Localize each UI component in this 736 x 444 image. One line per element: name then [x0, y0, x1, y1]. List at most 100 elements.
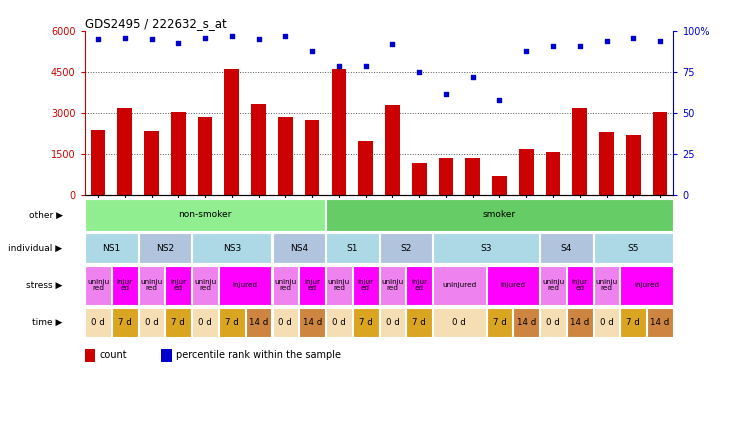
- Point: [547, 42, 559, 49]
- Point: [119, 34, 131, 41]
- Text: injured: injured: [634, 282, 659, 288]
- Point: [520, 47, 532, 54]
- Bar: [118, 108, 132, 195]
- Text: other ▶: other ▶: [29, 210, 63, 219]
- Bar: [326, 308, 352, 337]
- Bar: [412, 163, 427, 195]
- Bar: [385, 105, 400, 195]
- Point: [654, 37, 666, 44]
- Bar: [433, 308, 486, 337]
- Bar: [519, 149, 534, 195]
- Bar: [246, 308, 272, 337]
- Text: 14 d: 14 d: [302, 318, 322, 327]
- Point: [333, 62, 344, 69]
- Bar: [192, 266, 218, 305]
- Point: [627, 34, 639, 41]
- Bar: [358, 141, 373, 195]
- Text: injur
ed: injur ed: [304, 279, 320, 291]
- Bar: [406, 308, 432, 337]
- Text: 14 d: 14 d: [517, 318, 536, 327]
- Bar: [161, 349, 171, 361]
- Bar: [192, 308, 218, 337]
- Text: 0 d: 0 d: [198, 318, 212, 327]
- Bar: [91, 130, 105, 195]
- Bar: [300, 308, 325, 337]
- Bar: [219, 266, 272, 305]
- Bar: [540, 308, 566, 337]
- Bar: [599, 132, 614, 195]
- Point: [494, 96, 506, 103]
- Bar: [171, 112, 185, 195]
- Text: injur
ed: injur ed: [411, 279, 427, 291]
- Bar: [85, 234, 138, 263]
- Bar: [594, 266, 620, 305]
- Bar: [573, 108, 587, 195]
- Text: injured: injured: [233, 282, 258, 288]
- Point: [414, 69, 425, 76]
- Bar: [433, 234, 539, 263]
- Text: 7 d: 7 d: [171, 318, 185, 327]
- Point: [92, 36, 104, 43]
- Bar: [192, 234, 272, 263]
- Bar: [567, 308, 592, 337]
- Text: GDS2495 / 222632_s_at: GDS2495 / 222632_s_at: [85, 17, 227, 30]
- Bar: [166, 266, 191, 305]
- Text: injur
ed: injur ed: [358, 279, 374, 291]
- Text: time ▶: time ▶: [32, 318, 63, 327]
- Text: NS1: NS1: [102, 244, 121, 253]
- Bar: [300, 266, 325, 305]
- Point: [306, 47, 318, 54]
- Point: [199, 34, 211, 41]
- Bar: [540, 234, 592, 263]
- Text: uninju
red: uninju red: [194, 279, 216, 291]
- Text: 0 d: 0 d: [145, 318, 158, 327]
- Bar: [647, 308, 673, 337]
- Bar: [112, 266, 138, 305]
- Bar: [272, 308, 298, 337]
- Bar: [620, 308, 646, 337]
- Bar: [272, 234, 325, 263]
- Text: percentile rank within the sample: percentile rank within the sample: [176, 350, 341, 360]
- Text: 7 d: 7 d: [492, 318, 506, 327]
- Bar: [465, 159, 480, 195]
- Bar: [326, 234, 378, 263]
- Text: injur
ed: injur ed: [117, 279, 132, 291]
- Bar: [406, 266, 432, 305]
- Bar: [198, 117, 213, 195]
- Bar: [305, 120, 319, 195]
- Text: S2: S2: [400, 244, 411, 253]
- Text: 0 d: 0 d: [386, 318, 400, 327]
- Text: uninju
red: uninju red: [542, 279, 564, 291]
- Bar: [439, 159, 453, 195]
- Point: [386, 41, 398, 48]
- Bar: [278, 117, 293, 195]
- Bar: [353, 308, 378, 337]
- Bar: [224, 69, 239, 195]
- Bar: [594, 234, 673, 263]
- Text: 0 d: 0 d: [546, 318, 560, 327]
- Text: S4: S4: [561, 244, 572, 253]
- Text: uninju
red: uninju red: [381, 279, 403, 291]
- Bar: [353, 266, 378, 305]
- Bar: [326, 199, 673, 231]
- Bar: [166, 308, 191, 337]
- Text: 0 d: 0 d: [332, 318, 346, 327]
- Bar: [626, 135, 640, 195]
- Text: uninju
red: uninju red: [275, 279, 297, 291]
- Point: [252, 36, 264, 43]
- Bar: [85, 266, 111, 305]
- Bar: [326, 266, 352, 305]
- Point: [146, 36, 158, 43]
- Point: [574, 42, 586, 49]
- Text: individual ▶: individual ▶: [8, 244, 63, 253]
- Text: 14 d: 14 d: [651, 318, 670, 327]
- Bar: [272, 266, 298, 305]
- Point: [280, 32, 291, 40]
- Text: 7 d: 7 d: [412, 318, 426, 327]
- Bar: [540, 266, 566, 305]
- Text: NS4: NS4: [290, 244, 308, 253]
- Bar: [219, 308, 244, 337]
- Text: injur
ed: injur ed: [572, 279, 588, 291]
- Bar: [653, 112, 668, 195]
- Text: 14 d: 14 d: [249, 318, 268, 327]
